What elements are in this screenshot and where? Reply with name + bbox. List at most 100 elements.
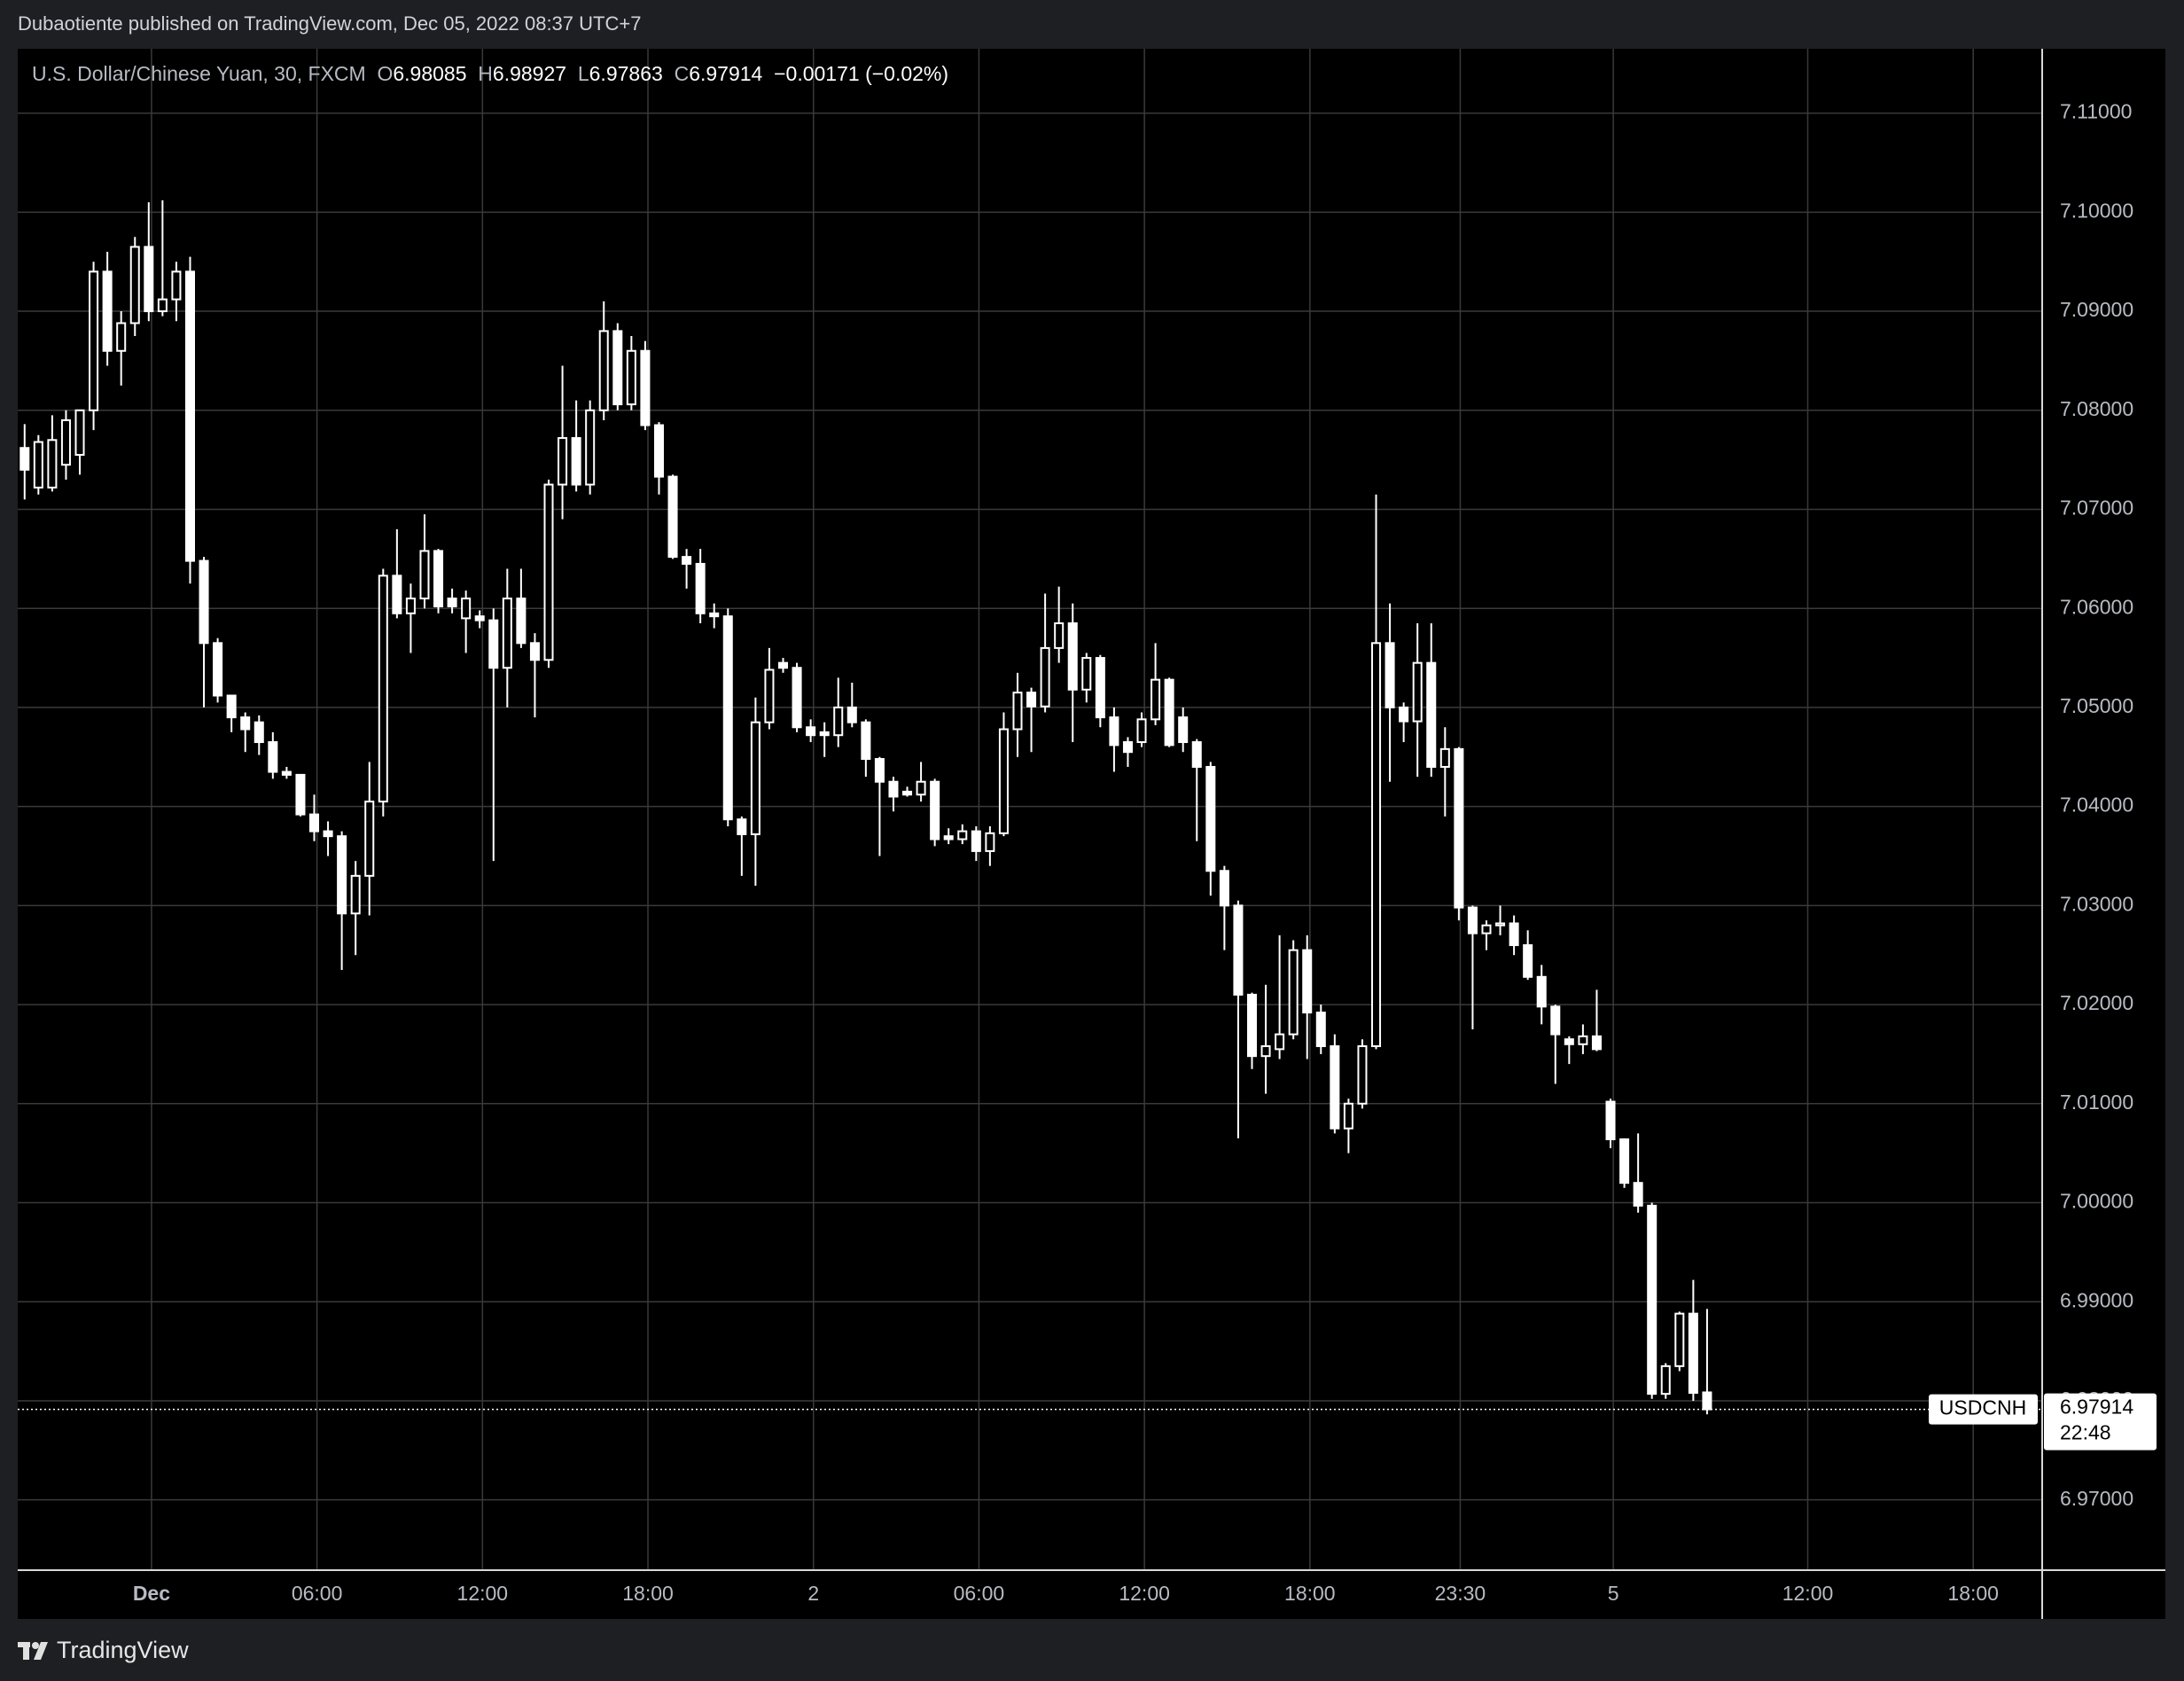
- candle-body: [171, 270, 182, 301]
- candle-body: [1426, 661, 1437, 768]
- x-tick-label: 18:00: [622, 1582, 674, 1605]
- candle-body: [350, 874, 361, 915]
- candle-body: [1674, 1312, 1685, 1367]
- y-tick-label: 7.01000: [2060, 1091, 2133, 1114]
- y-tick-label: 7.06000: [2060, 595, 2133, 618]
- candle-body: [861, 721, 871, 761]
- candle-body: [474, 615, 485, 622]
- x-tick-label: 2: [807, 1582, 819, 1605]
- candle-body: [378, 575, 388, 803]
- candle-body: [1481, 924, 1492, 934]
- candle-body: [1605, 1100, 1616, 1141]
- candle-body: [806, 726, 816, 737]
- candle-body: [1439, 747, 1450, 768]
- candle-body: [695, 562, 706, 614]
- candle-body: [226, 694, 237, 719]
- symbol-label-box: [1929, 1394, 2038, 1425]
- candle-body: [1536, 975, 1547, 1008]
- ohlc-label: H: [478, 62, 493, 85]
- candle-body: [1302, 949, 1313, 1014]
- y-tick-label: 7.00000: [2060, 1190, 2133, 1213]
- ohlc-value: 6.97863: [589, 62, 663, 85]
- candle-body: [930, 780, 940, 840]
- candle-body: [1495, 922, 1506, 927]
- candle-body: [1067, 622, 1078, 691]
- symbol-header: U.S. Dollar/Chinese Yuan, 30, FXCM O6.98…: [32, 62, 948, 86]
- change: −0.00171 (−0.02%): [774, 62, 949, 85]
- candle-body: [1357, 1045, 1368, 1105]
- candle-body: [213, 642, 223, 697]
- candle-body: [1260, 1045, 1271, 1058]
- candle-body: [1564, 1038, 1574, 1045]
- candle-body: [1081, 657, 1092, 691]
- candle-body: [461, 598, 472, 620]
- candle-body: [819, 731, 830, 737]
- candle-body: [60, 418, 71, 466]
- brand-logo: [18, 1642, 48, 1660]
- symbol-title: U.S. Dollar/Chinese Yuan, 30, FXCM: [32, 62, 366, 85]
- candle-body: [653, 424, 664, 478]
- candle-body: [846, 706, 857, 723]
- candle-body: [1371, 642, 1382, 1048]
- ohlc-label: O: [377, 62, 394, 85]
- candle-body: [1619, 1138, 1630, 1185]
- candle-body: [1191, 741, 1202, 768]
- candle-body: [405, 598, 416, 614]
- candles: [18, 199, 2042, 1415]
- candle-body: [1647, 1204, 1658, 1396]
- candle-body: [281, 770, 292, 776]
- ohlc-value: 6.98085: [393, 62, 467, 85]
- candle-body: [447, 598, 457, 607]
- candle-body: [764, 668, 775, 723]
- candle-body: [833, 706, 844, 737]
- ohlc-value: 6.97914: [689, 62, 763, 85]
- candle-body: [1315, 1012, 1326, 1048]
- candle-body: [419, 550, 430, 600]
- candle-body: [1136, 718, 1147, 744]
- candle-body: [392, 575, 402, 614]
- candle-body: [1467, 906, 1478, 934]
- candle-body: [1233, 904, 1244, 996]
- candle-body: [985, 832, 995, 852]
- candle-body: [254, 721, 264, 744]
- candle-body: [1633, 1182, 1643, 1207]
- x-tick-label: 12:00: [1119, 1582, 1170, 1605]
- candle-body: [682, 556, 692, 565]
- candle-body: [488, 619, 499, 669]
- y-tick-label: 6.99000: [2060, 1288, 2133, 1311]
- y-tick-label: 7.08000: [2060, 397, 2133, 420]
- candle-body: [543, 483, 554, 661]
- y-tick-label: 7.02000: [2060, 991, 2133, 1014]
- candle-body: [502, 598, 512, 669]
- candle-body: [516, 598, 526, 645]
- candle-body: [667, 475, 678, 559]
- y-tick-label: 7.11000: [2060, 100, 2132, 123]
- candle-body: [971, 830, 981, 852]
- candle-body: [1523, 944, 1533, 978]
- candle-body: [777, 661, 789, 669]
- candle-body: [792, 667, 802, 729]
- candle-body: [184, 270, 195, 562]
- candle-body: [1591, 1035, 1602, 1051]
- x-tick-label: 06:00: [954, 1582, 1005, 1605]
- candle-body: [199, 559, 209, 645]
- candle-body: [1509, 922, 1519, 947]
- candle-body: [102, 270, 113, 352]
- candle-body: [626, 349, 636, 406]
- candle-body: [1219, 870, 1229, 907]
- ohlc-label: L: [577, 62, 589, 85]
- candle-body: [1246, 993, 1258, 1058]
- candle-body: [1578, 1035, 1588, 1045]
- x-tick-label: 18:00: [1947, 1582, 1999, 1605]
- candle-body: [902, 790, 913, 796]
- candle-body: [323, 830, 333, 838]
- candle-body: [529, 642, 540, 661]
- candle-body: [888, 780, 899, 798]
- candle-body: [308, 813, 320, 833]
- price-label-box: [2044, 1393, 2157, 1450]
- x-tick-label: 12:00: [1782, 1582, 1834, 1605]
- candle-body: [1660, 1364, 1671, 1396]
- candle-body: [1702, 1391, 1712, 1411]
- candle-body: [1412, 661, 1423, 723]
